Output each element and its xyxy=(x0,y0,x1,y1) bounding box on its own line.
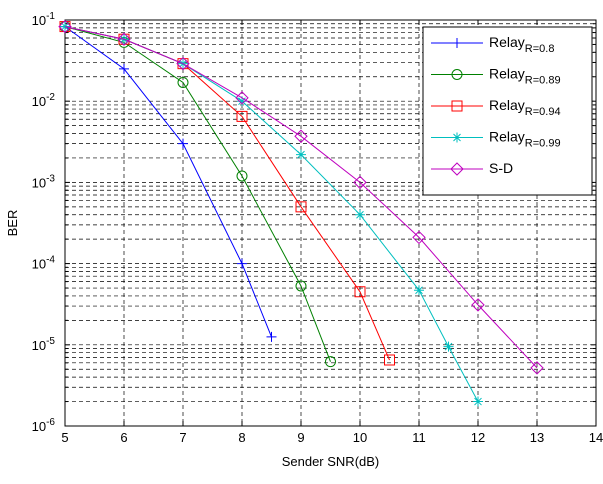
data-point-diamond xyxy=(117,32,131,46)
series-1 xyxy=(60,21,277,342)
data-point-square xyxy=(236,110,248,122)
data-point-star xyxy=(452,132,462,143)
data-point-star xyxy=(237,96,247,107)
legend-item: RelayR=0.99 xyxy=(431,129,561,150)
y-tick-label: 10-5 xyxy=(32,336,56,353)
data-point-star xyxy=(60,21,70,32)
x-tick-label: 11 xyxy=(412,430,426,445)
data-point-plus xyxy=(119,63,129,74)
data-point-square xyxy=(384,354,395,366)
data-point-star xyxy=(355,209,365,220)
data-point-star xyxy=(414,285,424,296)
x-tick-label: 10 xyxy=(353,430,367,445)
data-point-circle xyxy=(295,280,307,292)
data-point-star xyxy=(473,396,483,407)
data-point-square xyxy=(451,100,463,112)
y-tick-label: 10-1 xyxy=(32,11,56,28)
data-point-circle xyxy=(451,69,463,80)
data-point-plus xyxy=(178,138,188,149)
data-point-square xyxy=(295,201,307,213)
data-point-circle xyxy=(236,170,248,182)
y-tick-label: 10-6 xyxy=(32,417,56,434)
y-axis-label: BER xyxy=(5,210,20,237)
axis-ticks: 5 6 7 8 9 10 11 12 13 14 10-1 10-2 10-3 10-4 10-5 10-6 xyxy=(32,11,603,445)
x-tick-label: 6 xyxy=(120,430,127,445)
x-tick-label: 13 xyxy=(530,430,544,445)
data-point-diamond xyxy=(412,230,426,245)
series-line xyxy=(64,26,538,369)
legend-label: RelayR=0.99 xyxy=(489,129,561,150)
legend-label: RelayR=0.8 xyxy=(489,34,554,55)
legend: RelayR=0.8 RelayR=0.89 RelayR=0.94 RelayR=0… xyxy=(422,26,593,196)
legend-item: RelayR=0.94 xyxy=(431,97,561,118)
x-tick-label: 5 xyxy=(61,430,68,445)
y-tick-label: 10-4 xyxy=(32,255,56,272)
data-point-plus xyxy=(452,38,462,48)
x-tick-label: 12 xyxy=(471,430,485,445)
data-point-star xyxy=(296,149,306,160)
legend-item: S-D xyxy=(431,160,513,176)
data-point-square xyxy=(354,286,366,298)
data-point-circle xyxy=(177,76,189,88)
data-point-diamond xyxy=(235,91,249,105)
x-tick-label: 7 xyxy=(179,430,186,445)
x-tick-label: 8 xyxy=(238,430,245,445)
data-point-diamond xyxy=(176,56,190,71)
data-series xyxy=(58,19,544,407)
data-point-diamond xyxy=(530,361,544,375)
data-point-diamond xyxy=(294,129,308,143)
legend-label: RelayR=0.89 xyxy=(489,66,561,87)
x-tick-label: 9 xyxy=(297,430,304,445)
plot-area-border xyxy=(64,19,597,427)
data-point-star xyxy=(443,341,454,352)
legend-label: RelayR=0.94 xyxy=(489,97,561,118)
legend-item: RelayR=0.8 xyxy=(431,34,554,55)
legend-box xyxy=(422,26,593,196)
data-point-circle xyxy=(325,356,336,368)
x-axis-label: Sender SNR(dB) xyxy=(282,454,380,469)
legend-label: S-D xyxy=(489,160,513,176)
series-line xyxy=(64,26,331,362)
y-tick-label: 10-2 xyxy=(32,92,56,109)
legend-item: RelayR=0.89 xyxy=(431,66,561,87)
x-tick-label: 14 xyxy=(589,430,603,445)
data-point-diamond xyxy=(58,19,72,34)
data-point-diamond xyxy=(353,175,367,190)
data-point-diamond xyxy=(471,298,485,312)
data-point-diamond xyxy=(450,162,464,176)
data-point-plus xyxy=(266,331,277,342)
data-point-plus xyxy=(237,258,247,269)
series-5 xyxy=(58,19,544,375)
y-tick-label: 10-3 xyxy=(32,173,56,190)
